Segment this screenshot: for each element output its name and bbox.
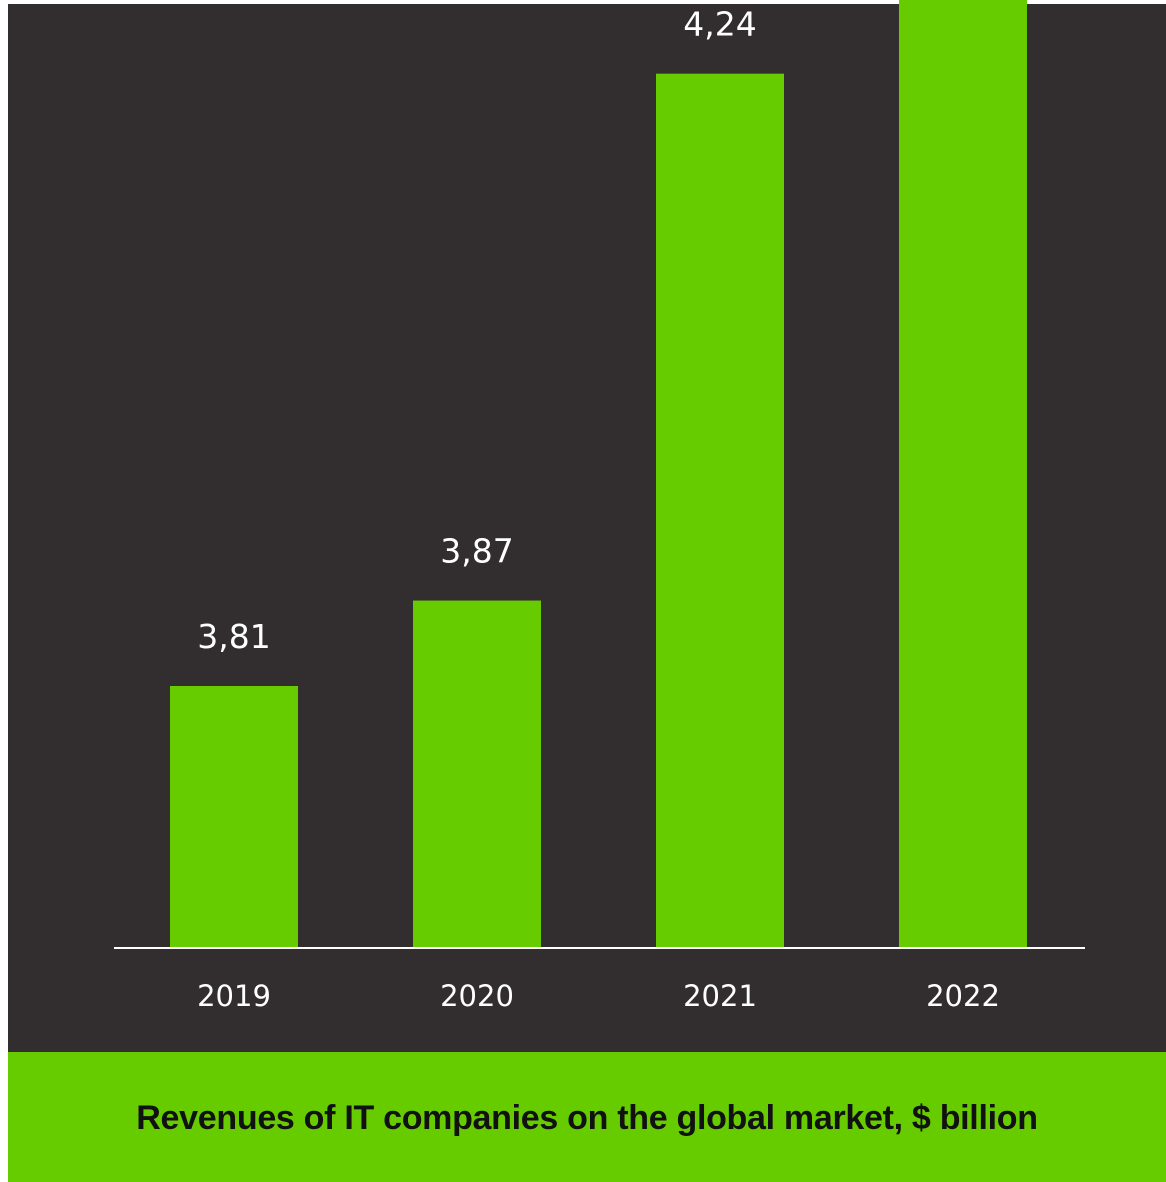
x-tick-labels-layer: 2019 2020 2021 2022: [197, 979, 1000, 1013]
bar-2022: [899, 0, 1027, 948]
x-tick-label-2021: 2021: [683, 979, 757, 1013]
value-labels-layer: 3,813,874,244,43: [197, 5, 756, 656]
value-label-2020: 3,87: [440, 532, 513, 571]
bar-2021: [656, 73, 784, 949]
bars-layer: [170, 0, 1027, 949]
chart-title: Revenues of IT companies on the global m…: [136, 1098, 1038, 1137]
value-label-2019: 3,81: [197, 617, 270, 656]
caption-bar: Revenues of IT companies on the global m…: [8, 1052, 1166, 1182]
x-tick-label-2020: 2020: [440, 979, 514, 1013]
bar-2020: [413, 600, 541, 948]
x-tick-label-2019: 2019: [197, 979, 271, 1013]
x-tick-label-2022: 2022: [926, 979, 1000, 1013]
bar-2019: [170, 686, 298, 948]
value-label-2021: 4,24: [683, 5, 756, 44]
